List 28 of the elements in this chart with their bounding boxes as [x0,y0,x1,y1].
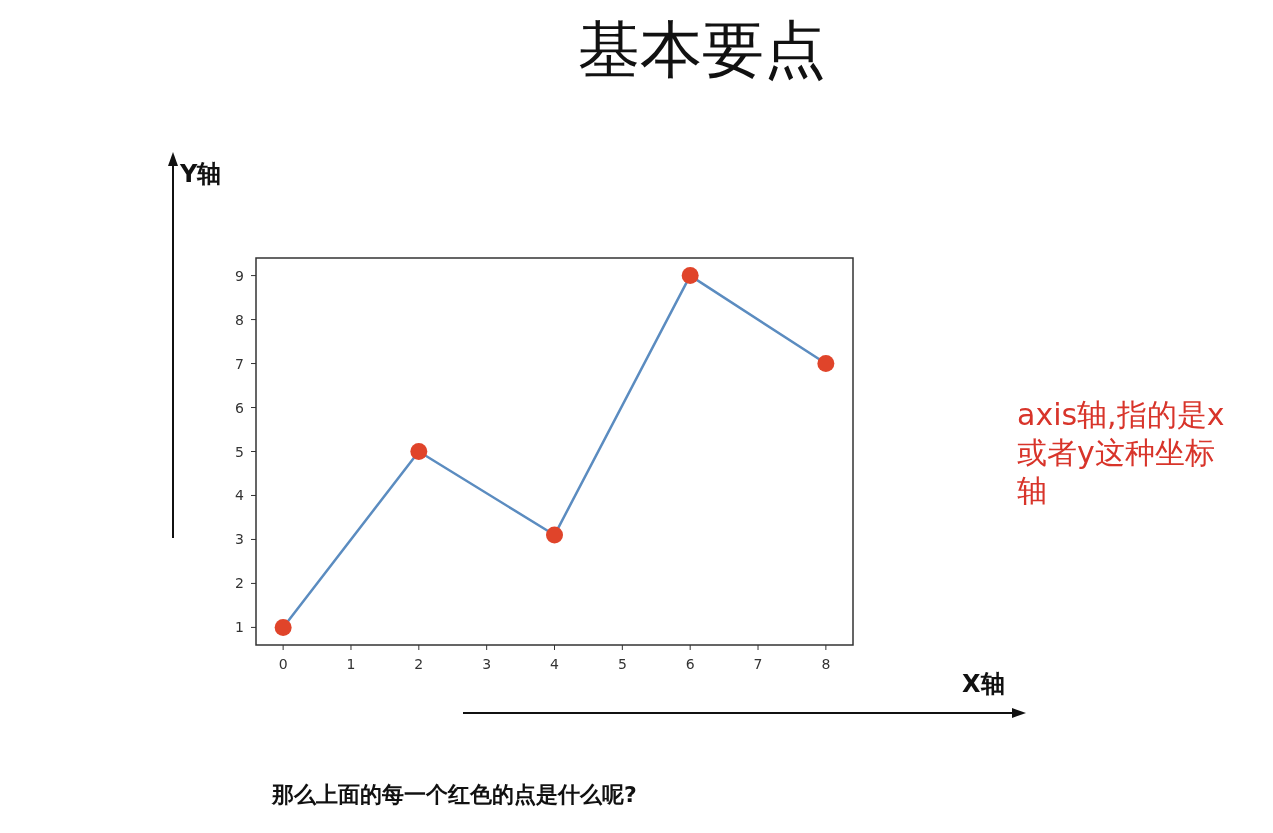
y-tick-label: 7 [235,355,244,372]
text: 那么上面的每一个红色的点是什么呢? [272,781,637,809]
point [546,526,563,544]
x-tick-label: 6 [685,656,695,672]
x-tick-label: 7 [753,656,763,672]
x-axis-title: X轴 [962,669,1005,700]
chart-title: 基本要点 [576,12,827,88]
x-tick-label: 0 [278,656,288,672]
point [681,267,699,285]
x-tick-label: 2 [414,656,424,672]
y-tick-label: 2 [235,575,244,592]
x-tick-label: 3 [482,656,492,672]
y-tick-label: 5 [235,443,244,460]
y-tick-label: 4 [235,487,245,504]
x-tick-label: 8 [821,656,831,672]
x-tick-label: 4 [550,656,560,672]
y-tick-label: 8 [235,311,244,328]
point [817,355,835,373]
y-tick-label: 1 [235,619,244,636]
point [410,443,428,460]
x-tick-label: 1 [346,656,356,672]
point [274,618,292,636]
y-tick-label: 6 [235,399,245,416]
y-tick-label: 9 [235,267,244,284]
x-tick-label: 5 [617,656,627,672]
y-axis-title: Y轴 [180,159,222,190]
y-tick-label: 3 [235,531,244,548]
text: axis轴,指的是x或者y这种坐标轴 [1017,396,1226,510]
